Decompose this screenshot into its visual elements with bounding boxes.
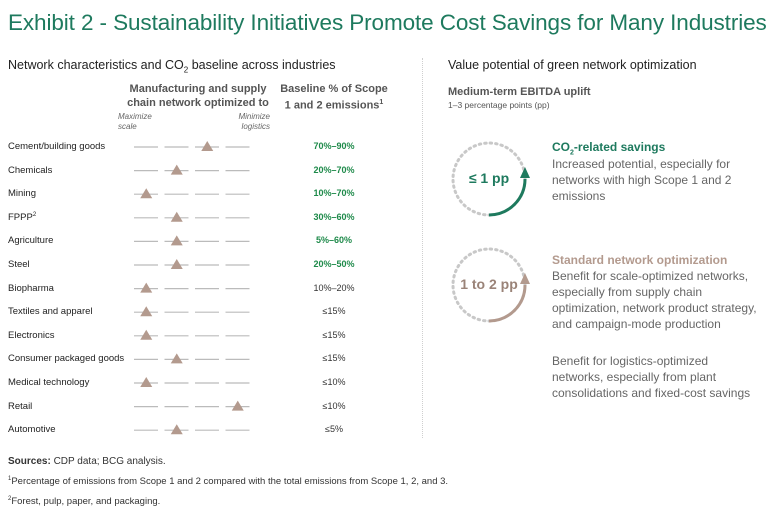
scale-marker — [170, 164, 183, 175]
footnote-1: 1Percentage of emissions from Scope 1 an… — [8, 476, 449, 488]
axis-left-label: Maximize scale — [118, 112, 152, 131]
page-title: Exhibit 2 - Sustainability Initiatives P… — [8, 10, 767, 35]
scale-marker — [170, 424, 183, 435]
baseline-column-header: Baseline % of Scope 1 and 2 emissions1 — [280, 83, 388, 112]
co2-savings-title: CO2-related savings — [552, 140, 666, 157]
scale-marker — [201, 141, 214, 151]
baseline-value: 20%–50% — [313, 259, 355, 269]
ebitda-title: Medium-term EBITDA uplift — [448, 86, 591, 98]
standard-circle — [451, 247, 530, 323]
baseline-value: ≤10% — [322, 400, 346, 411]
scale-marker — [170, 259, 183, 269]
industry-label: Automotive — [8, 424, 56, 436]
scale-column-header: Manufacturing and supply chain network o… — [127, 83, 269, 109]
scale-marker — [170, 353, 183, 364]
sources: Sources: CDP data; BCG analysis. — [8, 456, 166, 467]
industry-label: Consumer packaged goods — [8, 353, 125, 365]
industry-label: Mining — [8, 188, 36, 200]
industry-label: Medical technology — [8, 377, 90, 388]
industry-label: Agriculture — [8, 235, 54, 247]
scale-marker — [140, 377, 153, 387]
axis-right-label: Minimize logistics — [238, 112, 270, 131]
standard-optimization-body-2: Benefit for logistics-optimized networks… — [552, 354, 751, 400]
baseline-value: ≤5% — [325, 424, 343, 435]
section-divider — [422, 58, 423, 438]
industry-label: Cement/building goods — [8, 141, 106, 152]
industry-label: Steel — [8, 259, 30, 270]
industry-label: Electronics — [8, 329, 55, 341]
footnote-2: 2Forest, pulp, paper, and packaging. — [8, 496, 161, 508]
baseline-value: 10%–70% — [313, 188, 355, 199]
industry-label: FPPP2 — [8, 211, 37, 223]
right-section-header: Value potential of green network optimiz… — [448, 58, 697, 72]
scale-marker — [170, 211, 183, 222]
industry-label: Textiles and apparel — [8, 306, 93, 318]
baseline-value: 30%–60% — [313, 211, 355, 222]
left-section-header: Network characteristics and CO2 baseline… — [8, 58, 336, 75]
baseline-value: ≤15% — [322, 353, 346, 364]
scale-marker — [231, 400, 244, 411]
co2-savings-body: Increased potential, especially for netw… — [552, 157, 732, 203]
co2-circle-label: ≤ 1 pp — [468, 170, 510, 186]
scale-marker — [170, 235, 183, 246]
industry-label: Biopharma — [8, 282, 54, 294]
standard-optimization-title: Standard network optimization — [552, 253, 728, 267]
scale-marker — [140, 306, 153, 317]
co2-circle — [451, 141, 530, 217]
baseline-value: 70%–90% — [313, 141, 355, 151]
industry-label: Retail — [8, 400, 33, 412]
ebitda-subtitle: 1–3 percentage points (pp) — [448, 100, 550, 110]
baseline-value: 5%–60% — [315, 235, 353, 246]
scale-marker — [140, 329, 153, 340]
baseline-value: 10%–20% — [313, 282, 355, 293]
scale-marker — [140, 282, 153, 293]
standard-circle-label: 1 to 2 pp — [460, 276, 518, 292]
baseline-value: 20%–70% — [313, 164, 355, 175]
standard-optimization-body-1: Benefit for scale-optimized networks, es… — [552, 269, 757, 331]
baseline-value: ≤15% — [322, 306, 346, 317]
scale-marker — [140, 188, 153, 199]
baseline-value: ≤15% — [322, 329, 346, 340]
baseline-value: ≤10% — [322, 377, 346, 387]
industry-label: Chemicals — [8, 164, 53, 176]
